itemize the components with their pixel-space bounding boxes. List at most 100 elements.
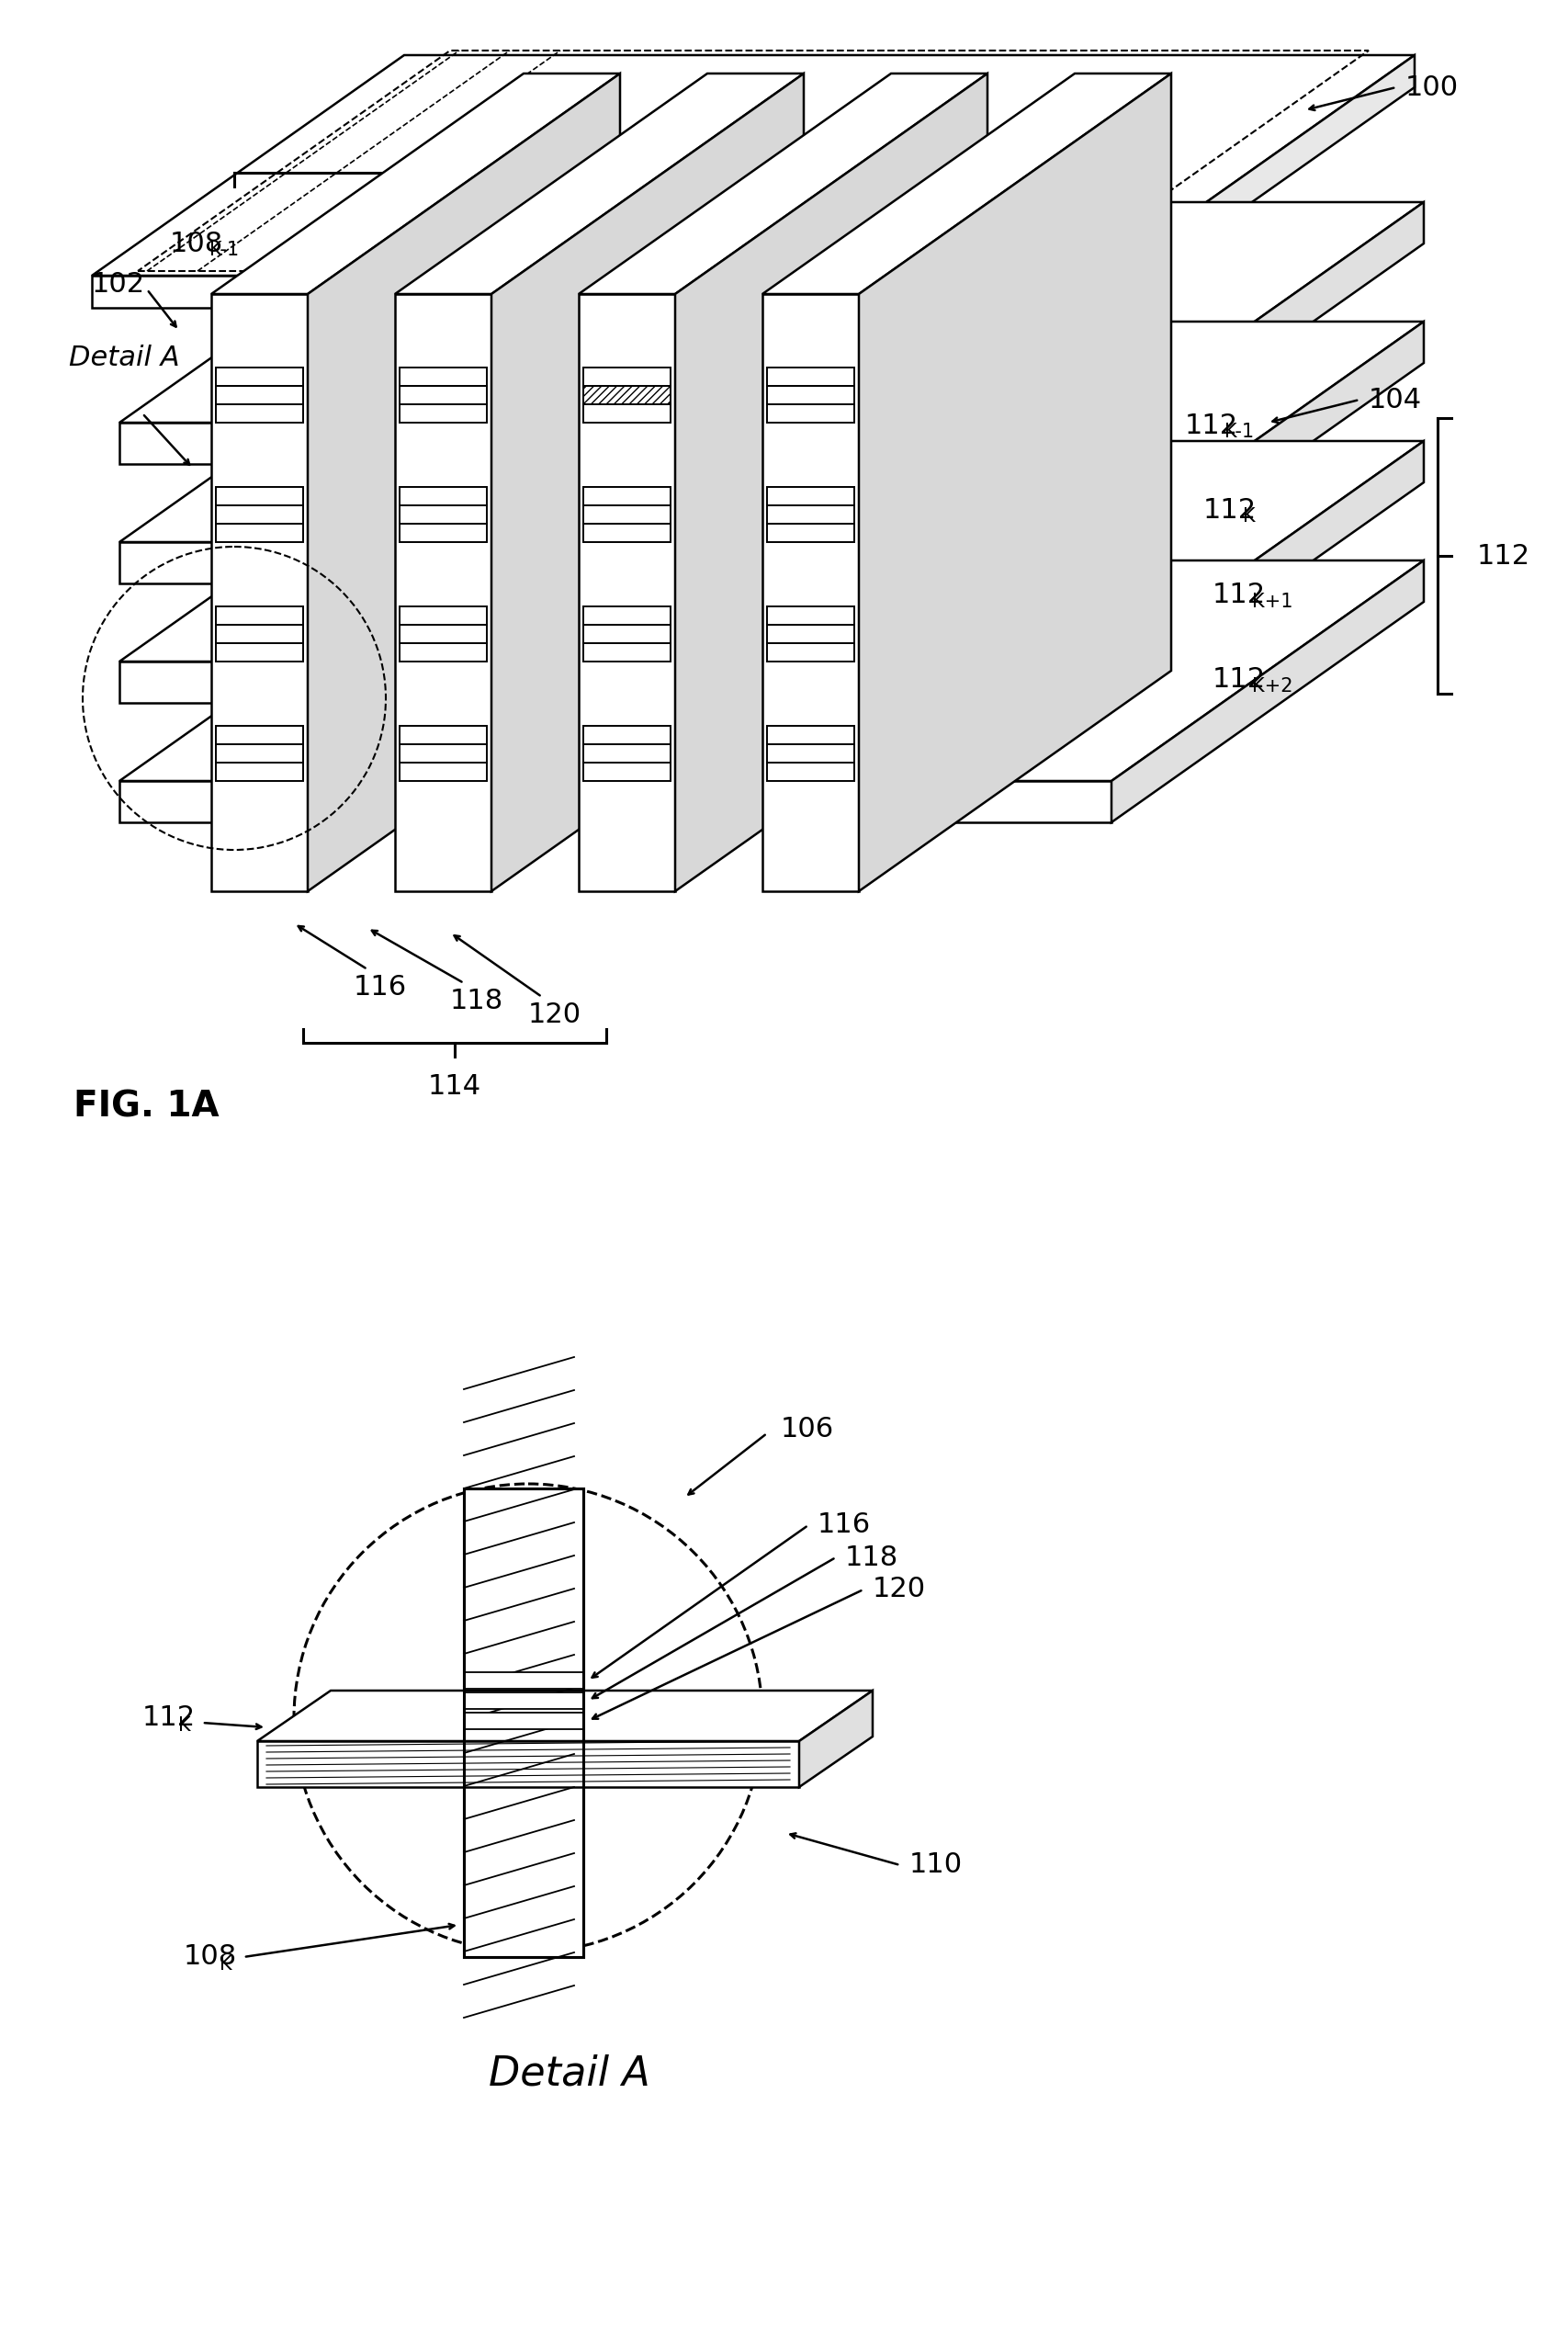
Polygon shape (216, 625, 303, 644)
Text: K+2: K+2 (696, 295, 737, 314)
Polygon shape (216, 405, 303, 422)
Polygon shape (119, 201, 1422, 422)
Polygon shape (216, 763, 303, 780)
Polygon shape (583, 368, 670, 386)
Polygon shape (400, 525, 486, 541)
Text: 118: 118 (845, 1543, 898, 1571)
Polygon shape (216, 607, 303, 625)
Polygon shape (400, 644, 486, 660)
Polygon shape (216, 506, 303, 525)
Polygon shape (464, 1712, 583, 1728)
Text: 112: 112 (143, 1705, 196, 1731)
Polygon shape (400, 607, 486, 625)
Polygon shape (257, 1740, 798, 1787)
Polygon shape (579, 295, 674, 892)
Polygon shape (767, 525, 853, 541)
Text: K: K (1242, 508, 1254, 525)
Polygon shape (400, 405, 486, 422)
Text: 108: 108 (169, 230, 223, 258)
Text: 104: 104 (1367, 386, 1421, 412)
Text: 108: 108 (183, 1944, 237, 1970)
Polygon shape (491, 73, 803, 892)
Polygon shape (119, 321, 1422, 541)
Polygon shape (583, 405, 670, 422)
Polygon shape (400, 726, 486, 745)
Text: K-1: K-1 (1223, 422, 1253, 440)
Polygon shape (395, 73, 803, 295)
Text: K+1: K+1 (539, 276, 580, 295)
Polygon shape (464, 1672, 583, 1689)
Polygon shape (212, 73, 619, 295)
Polygon shape (767, 368, 853, 386)
Text: 108: 108 (500, 267, 554, 293)
Text: 108: 108 (657, 286, 710, 311)
Polygon shape (216, 487, 303, 506)
Polygon shape (762, 73, 1170, 295)
Polygon shape (767, 644, 853, 660)
Polygon shape (583, 763, 670, 780)
Text: K: K (179, 1717, 191, 1735)
Polygon shape (583, 644, 670, 660)
Polygon shape (119, 780, 1110, 822)
Polygon shape (400, 386, 486, 405)
Polygon shape (583, 487, 670, 506)
Polygon shape (257, 1691, 872, 1740)
Polygon shape (767, 745, 853, 763)
Polygon shape (400, 625, 486, 644)
Polygon shape (767, 607, 853, 625)
Polygon shape (400, 763, 486, 780)
Polygon shape (216, 525, 303, 541)
Text: 114: 114 (428, 1073, 481, 1101)
Polygon shape (307, 73, 619, 892)
Text: 110: 110 (909, 1853, 963, 1878)
Polygon shape (119, 660, 1110, 703)
Text: 112: 112 (1203, 497, 1256, 522)
Text: 120: 120 (528, 1002, 582, 1028)
Text: K: K (220, 1956, 232, 1974)
Polygon shape (400, 745, 486, 763)
Polygon shape (119, 560, 1422, 780)
Text: Detail A: Detail A (69, 344, 180, 372)
Text: 112: 112 (1212, 583, 1265, 609)
Text: 120: 120 (872, 1576, 925, 1602)
Polygon shape (767, 386, 853, 405)
Polygon shape (216, 644, 303, 660)
Polygon shape (119, 440, 1422, 660)
Polygon shape (767, 487, 853, 506)
Text: FIG. 1A: FIG. 1A (74, 1089, 220, 1124)
Polygon shape (767, 763, 853, 780)
Polygon shape (583, 525, 670, 541)
Polygon shape (767, 405, 853, 422)
Polygon shape (216, 745, 303, 763)
Polygon shape (395, 295, 491, 892)
Polygon shape (762, 295, 858, 892)
Text: 108: 108 (340, 248, 394, 274)
Text: 118: 118 (450, 988, 503, 1014)
Polygon shape (119, 541, 1110, 583)
Polygon shape (464, 1693, 583, 1710)
Text: 100: 100 (1405, 75, 1458, 101)
Text: 102: 102 (93, 272, 146, 297)
Polygon shape (93, 276, 1102, 307)
Polygon shape (216, 726, 303, 745)
Text: 116: 116 (817, 1513, 870, 1539)
Text: K+1: K+1 (1251, 593, 1292, 611)
Polygon shape (583, 745, 670, 763)
Polygon shape (583, 506, 670, 525)
Polygon shape (798, 1691, 872, 1787)
Polygon shape (767, 625, 853, 644)
Text: 112: 112 (1212, 667, 1265, 693)
Polygon shape (674, 73, 986, 892)
Polygon shape (858, 73, 1170, 892)
Polygon shape (93, 56, 1414, 276)
Polygon shape (212, 295, 307, 892)
Polygon shape (1102, 56, 1414, 307)
Polygon shape (119, 422, 1110, 464)
Text: 112: 112 (1184, 412, 1237, 438)
Text: K+2: K+2 (1251, 677, 1292, 696)
Polygon shape (216, 368, 303, 386)
Text: K: K (379, 260, 392, 276)
Polygon shape (583, 726, 670, 745)
Polygon shape (464, 1490, 583, 1958)
Polygon shape (583, 386, 670, 405)
